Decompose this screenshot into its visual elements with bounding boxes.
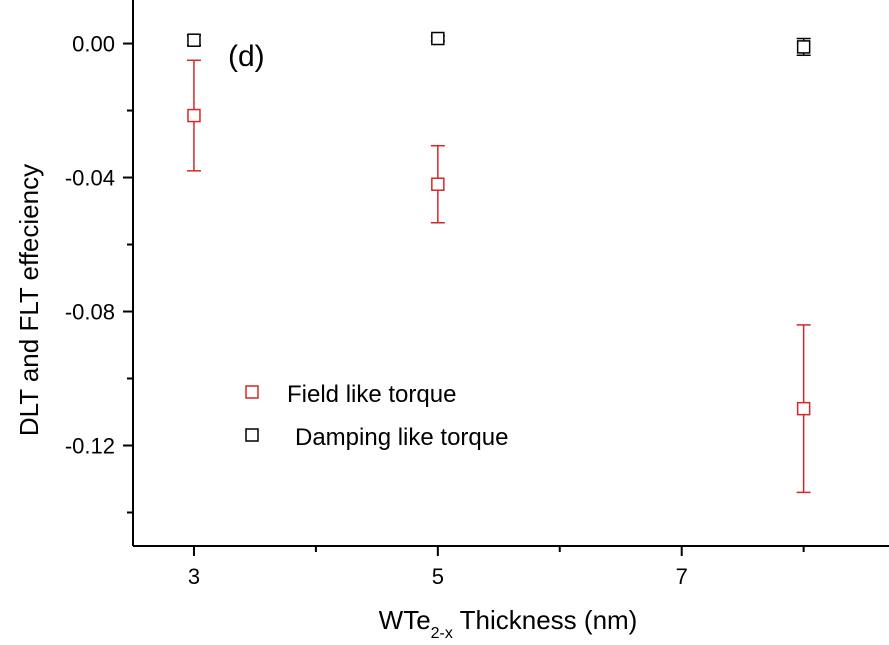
series-1 [186,31,811,57]
series-layer [186,31,811,494]
y-tick-label: -0.08 [65,300,115,325]
data-point [431,31,445,46]
x-axis-title: WTe2-x Thickness (nm) [379,605,638,642]
data-point [796,40,811,54]
data-point [187,108,201,123]
legend-marker-field-like [245,385,259,399]
ticks: 3 5 7 0.00 -0.04 -0.08 -0.12 [65,32,805,589]
data-point [796,401,811,416]
y-tick-label: 0.00 [72,32,115,57]
data-point [431,177,445,191]
data-point [187,33,201,47]
x-axis-title-subscript: 2-x [431,625,453,642]
panel-label: (d) [228,40,265,73]
series-0 [186,59,811,494]
x-axis-title-main: WTe [379,605,431,635]
legend-label-damping-like: Damping like torque [295,424,508,451]
x-tick-label: 7 [676,564,688,589]
legend-label-field-like: Field like torque [287,381,456,408]
y-axis-title: DLT and FLT effeciency [14,164,44,436]
legend: Field like torque Damping like torque [245,381,508,451]
y-tick-label: -0.12 [65,434,115,459]
y-tick-label: -0.04 [65,166,115,191]
x-tick-label: 3 [188,564,200,589]
axes [132,0,889,547]
x-tick-label: 5 [432,564,444,589]
legend-marker-damping-like [245,428,259,442]
x-axis-title-rest: Thickness (nm) [453,605,637,635]
